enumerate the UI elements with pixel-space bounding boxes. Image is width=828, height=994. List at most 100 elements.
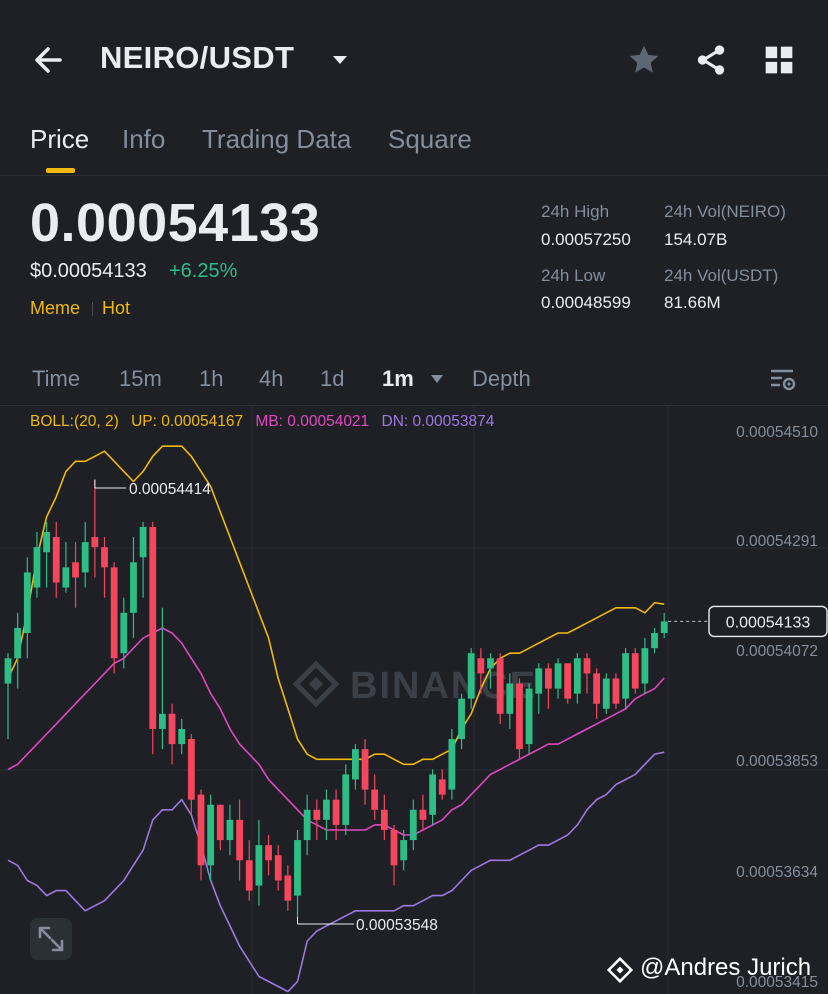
candle-body [216,804,224,841]
candle-body [255,845,263,886]
candle [294,829,301,917]
candle-body [467,653,475,699]
candle-body [14,627,22,659]
candle-body [458,698,465,740]
boll-indicator-row: BOLL:(20, 2) UP: 0.00054167 MB: 0.000540… [30,413,502,431]
candle [525,683,533,755]
timeframe-1h[interactable]: 1h [199,366,224,391]
candle-body [294,840,301,896]
candle-body [487,658,494,669]
timeframe-time[interactable]: Time [32,366,81,391]
candle-body [139,526,147,558]
timeframe-1d[interactable]: 1d [320,366,345,391]
candle-body [602,678,610,709]
candle-body [477,658,485,674]
candle-body [313,809,321,820]
timeframe-4h[interactable]: 4h [259,366,284,391]
candle [43,521,50,588]
candle-body [101,547,108,568]
candle-body [159,713,166,729]
low-annotation-label: 0.00053548 [356,917,438,934]
boll-upper-band-line [7,445,665,766]
candle [593,668,601,719]
candle-body [197,794,205,866]
tab-price[interactable]: Price [30,124,90,154]
y-axis-tick-label: 0.00053415 [736,974,818,991]
candle [390,824,398,886]
binance-logo-icon [292,660,340,708]
candle-body [91,537,99,548]
candle-body [352,749,359,780]
candle-body [33,547,41,588]
candle [612,673,620,709]
chart-gridlines [0,406,828,994]
candle-body [573,658,581,694]
candle [245,840,253,901]
timeframe-caret-down-icon[interactable] [430,373,444,385]
candle-body [438,779,446,795]
candle [72,542,79,608]
tab-trading-data[interactable]: Trading Data [202,124,352,154]
timeframe-15m[interactable]: 15m [119,366,162,391]
timeframe-1m[interactable]: 1m [382,366,414,391]
share-icon[interactable] [694,42,728,78]
candle-body [496,658,504,714]
stat-24h-high-value: 0.00057250 [541,230,631,249]
caret-down-icon[interactable] [330,50,350,70]
timeframe-bar: Time 15m 1h 4h 1d 1m Depth [0,352,828,406]
pair-title[interactable]: NEIRO/USDT [100,40,295,75]
candle [545,663,552,709]
candle [313,799,321,841]
top-bar: NEIRO/USDT [0,0,828,118]
candle-body [409,809,417,841]
back-arrow-icon[interactable] [30,40,70,80]
star-icon[interactable] [626,42,662,78]
y-axis-tick-label: 0.00053853 [736,753,818,770]
candle [602,673,610,714]
candle [130,537,137,639]
candle-body [516,683,523,750]
active-tab-indicator [46,168,75,173]
candle-body [361,749,369,790]
grid-icon[interactable] [763,44,795,76]
candle [419,794,427,830]
candle [303,794,311,856]
high-annotation-label: 0.00054414 [129,481,211,498]
expand-icon [38,926,64,952]
stat-24h-low-value: 0.00048599 [541,293,631,312]
candle-body [371,789,379,810]
tab-square[interactable]: Square [388,124,472,154]
candle-body [303,809,311,841]
candle-body [390,829,398,866]
candle-body [535,668,543,694]
tag-meme[interactable]: Meme [30,298,81,318]
candle [226,804,234,856]
candle-body [43,532,50,553]
candle [101,537,108,598]
candle-body [525,688,533,745]
timeframe-depth[interactable]: Depth [472,366,531,391]
candle [187,734,195,815]
candle-body [380,809,388,830]
candle [641,638,649,694]
stat-24h-low-label: 24h Low [541,266,606,285]
candle [33,532,41,598]
candle-body [236,819,243,861]
candlestick-chart[interactable]: BINANCE 0.00054510 0.00054291 0.00054072 0.… [0,406,828,994]
candle-body [187,739,195,800]
tag-hot[interactable]: Hot [102,298,131,318]
current-price-tag[interactable]: 0.00054133 [708,605,828,638]
tab-info[interactable]: Info [122,124,166,154]
author-credit: @Andres Jurich [640,954,812,981]
candle-body [631,653,639,689]
candle [178,718,186,755]
candle [506,673,514,729]
candle [371,774,379,820]
candle [207,794,215,881]
candle-body [265,845,272,861]
candle [438,769,446,800]
candle [110,562,118,674]
chart-settings-icon[interactable] [768,364,798,394]
candle [458,693,465,750]
expand-chart-button[interactable] [30,918,72,960]
